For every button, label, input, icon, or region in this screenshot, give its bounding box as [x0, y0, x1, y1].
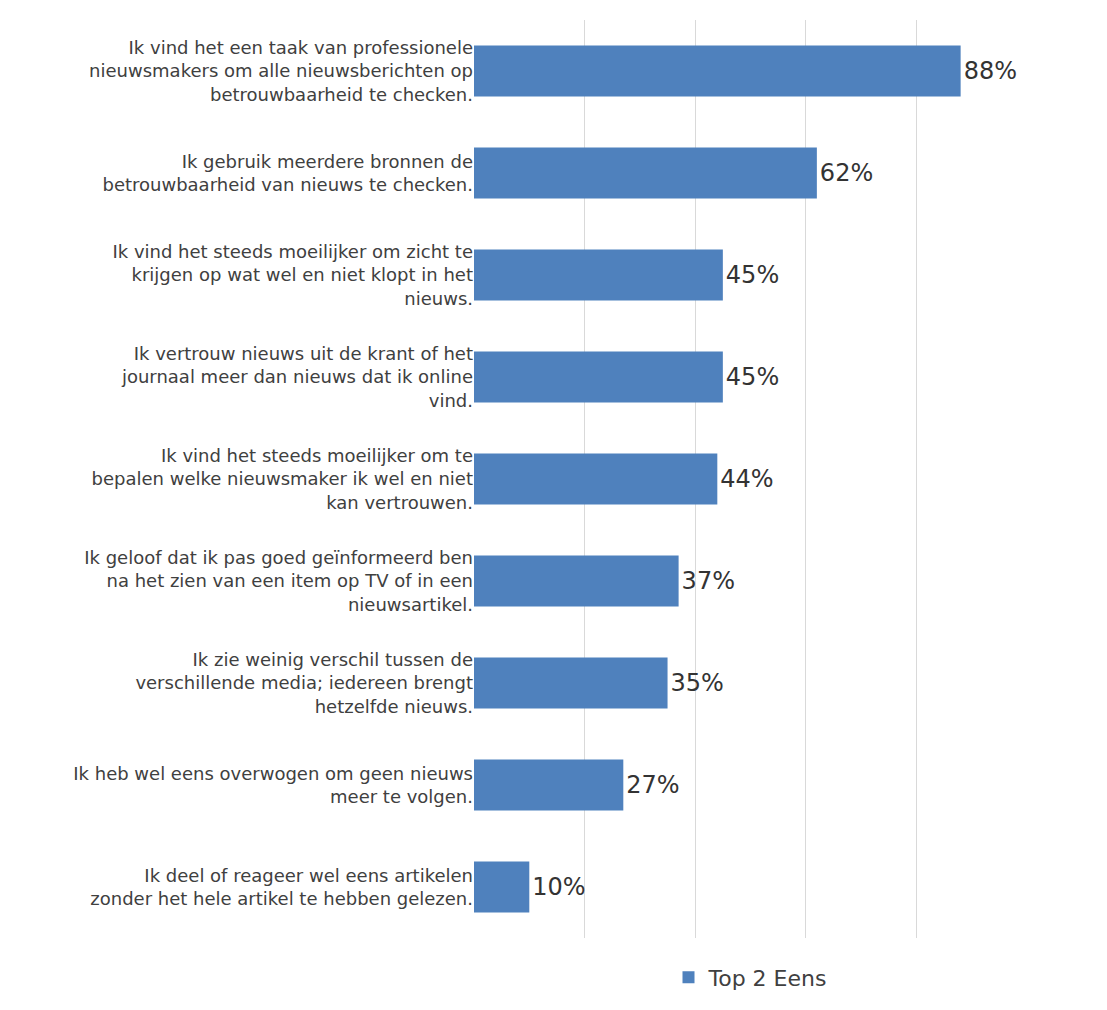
svg-text:Ik vind het een taak van profe: Ik vind het een taak van professioneleni…: [89, 37, 473, 105]
svg-text:Ik gebruik meerdere bronnen de: Ik gebruik meerdere bronnen debetrouwbaa…: [102, 151, 473, 195]
svg-text:Ik vind het steeds moeilijker: Ik vind het steeds moeilijker om tebepal…: [92, 445, 473, 513]
svg-text:Ik zie weinig verschil tussen: Ik zie weinig verschil tussen deverschil…: [135, 649, 473, 717]
svg-text:27%: 27%: [626, 771, 679, 799]
svg-text:88%: 88%: [964, 57, 1017, 85]
svg-text:45%: 45%: [726, 363, 779, 391]
svg-text:Ik deel of reageer wel eens ar: Ik deel of reageer wel eens artikelenzon…: [90, 865, 473, 909]
svg-text:Top 2 Eens: Top 2 Eens: [708, 966, 827, 991]
svg-text:Ik vertrouw nieuws uit de kran: Ik vertrouw nieuws uit de krant of hetjo…: [121, 343, 473, 411]
svg-text:Ik vind het steeds moeilijker: Ik vind het steeds moeilijker om zicht t…: [112, 241, 473, 309]
svg-text:62%: 62%: [820, 159, 873, 187]
svg-text:44%: 44%: [720, 465, 773, 493]
svg-text:10%: 10%: [532, 873, 585, 901]
svg-text:45%: 45%: [726, 261, 779, 289]
svg-text:37%: 37%: [682, 567, 735, 595]
svg-text:35%: 35%: [671, 669, 724, 697]
svg-text:Ik heb wel eens overwogen om g: Ik heb wel eens overwogen om geen nieuws…: [73, 763, 473, 807]
svg-text:Ik geloof dat ik pas goed geïn: Ik geloof dat ik pas goed geïnformeerd b…: [84, 547, 473, 615]
